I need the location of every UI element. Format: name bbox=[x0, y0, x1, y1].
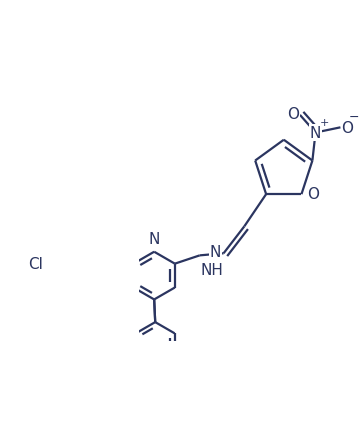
Text: N: N bbox=[149, 231, 160, 246]
Text: Cl: Cl bbox=[28, 256, 43, 272]
Text: O: O bbox=[341, 121, 354, 135]
Text: N: N bbox=[310, 126, 321, 141]
Text: O: O bbox=[287, 107, 299, 122]
Text: +: + bbox=[320, 118, 330, 128]
Text: −: − bbox=[349, 111, 359, 124]
Text: O: O bbox=[307, 186, 319, 201]
Text: NH: NH bbox=[201, 262, 224, 277]
Text: N: N bbox=[210, 245, 221, 260]
